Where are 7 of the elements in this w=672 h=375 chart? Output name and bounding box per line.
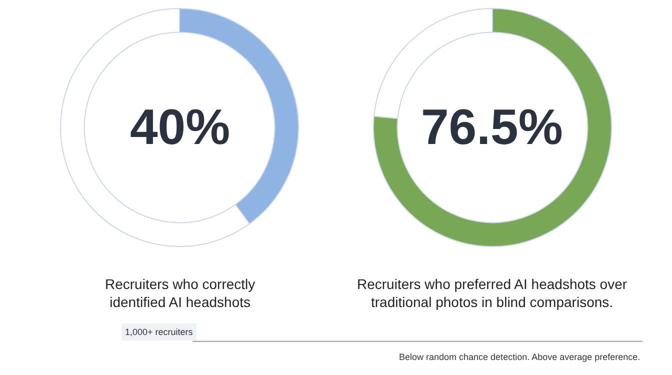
text: Recruiters who preferred AI headshots over traditional photos in blind comparisons. <box>357 276 628 310</box>
text: 40% <box>130 99 230 155</box>
text: 1,000+ recruiters <box>125 327 194 337</box>
donut-slice <box>373 8 612 247</box>
text: Recruiters who correctly identified AI headshots <box>105 276 256 310</box>
text: Below random chance detection. Above average preference. <box>399 352 640 362</box>
text: 76.5% <box>421 99 563 155</box>
